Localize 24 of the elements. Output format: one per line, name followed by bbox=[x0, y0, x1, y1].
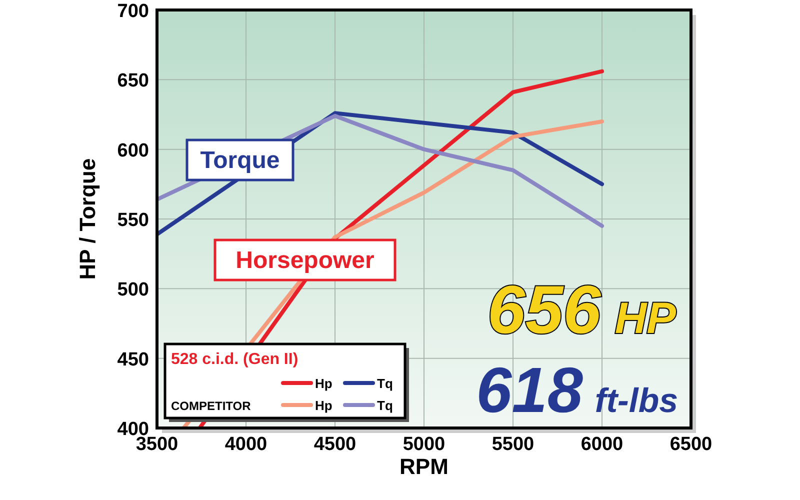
legend-label: Hp bbox=[315, 376, 332, 391]
x-axis-title: RPM bbox=[400, 454, 448, 479]
y-axis-title: HP / Torque bbox=[75, 158, 100, 280]
annotation: 656 HP bbox=[487, 272, 677, 348]
annotation: 618 ft-lbs bbox=[476, 354, 678, 426]
y-tick-label: 500 bbox=[117, 280, 149, 301]
y-tick-label: 600 bbox=[117, 140, 149, 162]
y-tick-label: 450 bbox=[117, 349, 149, 370]
y-tick-label: 650 bbox=[117, 70, 149, 92]
x-tick-label: 5000 bbox=[402, 434, 446, 455]
x-tick-label: 6000 bbox=[580, 434, 624, 455]
legend-title: 528 c.i.d. (Gen II) bbox=[171, 351, 298, 368]
annotation: COMPETITOR bbox=[171, 399, 252, 413]
y-tick-label: 550 bbox=[117, 210, 149, 231]
legend-label: Hp bbox=[315, 398, 332, 413]
annotation: Torque bbox=[200, 147, 280, 174]
legend-label: Tq bbox=[377, 398, 393, 413]
x-tick-label: 6500 bbox=[670, 434, 712, 455]
x-tick-label: 4000 bbox=[224, 434, 268, 455]
x-tick-label: 5500 bbox=[492, 434, 534, 455]
y-tick-label: 700 bbox=[117, 1, 149, 22]
x-tick-label: 4500 bbox=[314, 434, 356, 455]
legend-label: Tq bbox=[377, 376, 393, 391]
annotation: Horsepower bbox=[236, 247, 374, 274]
